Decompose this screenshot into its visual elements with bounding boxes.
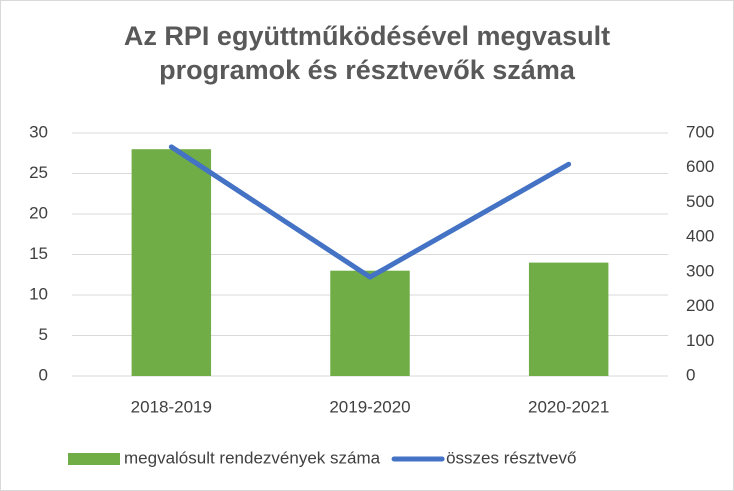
y2-tick-label: 700 (686, 122, 714, 141)
bar (131, 149, 212, 376)
y-tick-label: 15 (29, 244, 48, 263)
chart-title: programok és résztvevők száma (159, 55, 576, 85)
line (168, 144, 572, 280)
legend-label: összes résztvevő (446, 448, 576, 467)
x-tick-label: 2018-2019 (131, 397, 212, 416)
y-tick-label: 5 (39, 325, 48, 344)
x-tick-label: 2019-2020 (329, 397, 410, 416)
legend-swatch (68, 453, 120, 465)
y2-tick-label: 200 (686, 296, 714, 315)
y-tick-label: 0 (39, 365, 48, 384)
bar (330, 270, 410, 376)
y2-tick-label: 400 (686, 227, 714, 246)
bar (528, 262, 609, 376)
y2-tick-label: 300 (686, 261, 714, 280)
y2-tick-label: 500 (686, 192, 714, 211)
y2-tick-label: 100 (686, 331, 714, 350)
y-tick-label: 20 (29, 203, 48, 222)
chart-title: Az RPI együttműködésével megvasult (124, 21, 610, 51)
legend-label: megvalósult rendezvények száma (124, 448, 381, 467)
y-tick-label: 30 (29, 122, 48, 141)
y2-tick-label: 600 (686, 157, 714, 176)
x-tick-label: 2020-2021 (528, 397, 609, 416)
y2-tick-label: 0 (686, 365, 695, 384)
y-tick-label: 25 (29, 163, 48, 182)
y-tick-label: 10 (29, 284, 48, 303)
